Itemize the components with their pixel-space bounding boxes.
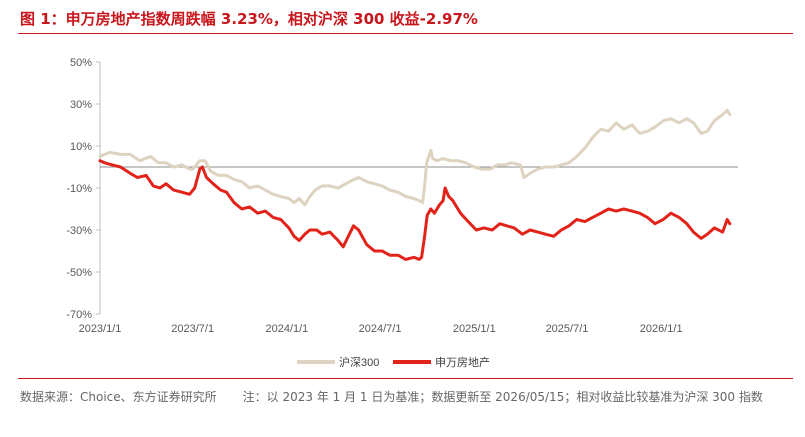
series-line-realestate [98,159,732,261]
title-rule [18,33,793,34]
basis-note: 注：以 2023 年 1 月 1 日为基准；数据更新至 2026/05/15；相… [242,390,763,404]
x-tick-label: 2023/7/1 [171,323,214,335]
source-note: 数据来源：Choice、东方证券研究所 [20,390,217,404]
x-tick-label: 2026/1/1 [640,323,683,335]
chart-series [98,108,732,261]
legend-label-realestate: 申万房地产 [435,355,490,369]
y-tick-label: 50% [70,57,92,69]
x-tick-label: 2024/7/1 [359,323,402,335]
chart-footer: 数据来源：Choice、东方证券研究所 注：以 2023 年 1 月 1 日为基准… [20,388,795,406]
y-tick-label: -50% [66,267,92,279]
x-tick-label: 2025/1/1 [453,323,496,335]
line-chart: 50% 30% 10% -10% -30% -50% -70% 2023/1/1 2023/7/… [66,57,738,369]
legend-label-hs300: 沪深300 [339,355,379,369]
x-tick-label: 2024/1/1 [265,323,308,335]
footer-rule [18,378,793,379]
y-tick-label: -10% [66,183,92,195]
chart-axes: 50% 30% 10% -10% -30% -50% -70% 2023/1/1 2023/7/… [66,57,738,335]
y-tick-label: 10% [70,141,92,153]
y-tick-label: -70% [66,309,92,321]
y-tick-label: 30% [70,99,92,111]
y-tick-label: -30% [66,225,92,237]
x-tick-label: 2023/1/1 [79,323,122,335]
chart-legend: 沪深300 申万房地产 [297,355,490,369]
x-tick-label: 2025/7/1 [546,323,589,335]
chart-title: 图 1：申万房地产指数周跌幅 3.23%，相对沪深 300 收益-2.97% [20,10,478,28]
series-line-hs300 [98,108,732,207]
